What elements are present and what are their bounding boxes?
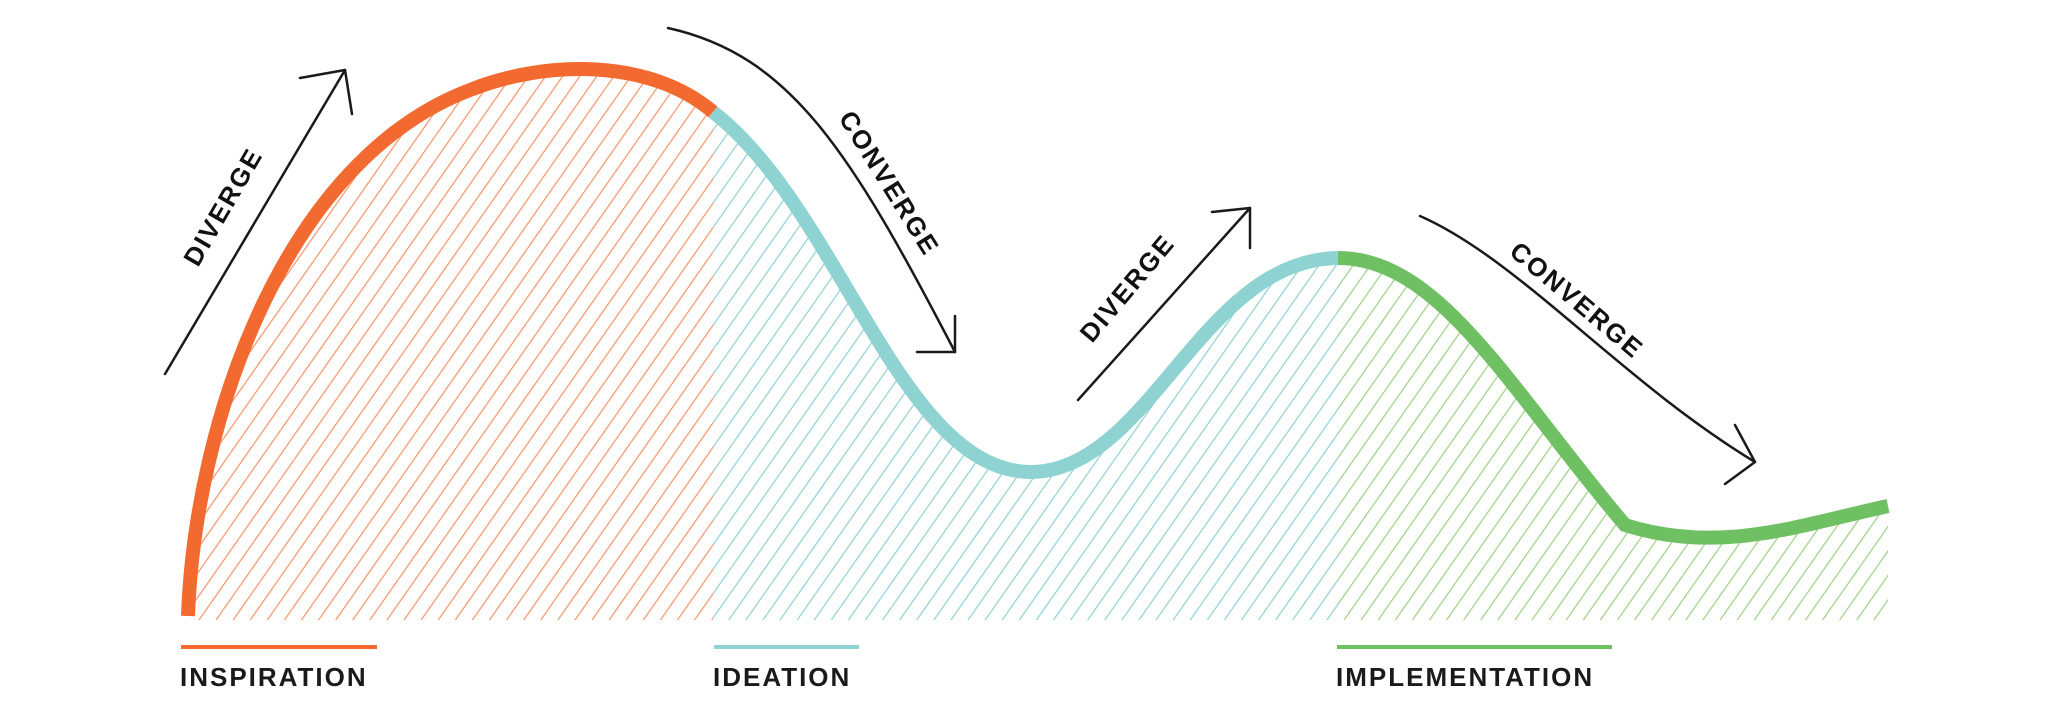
diverge-label-1: DIVERGE [177,143,268,271]
ideation-curve [708,106,1339,480]
converge-arrow-1-head [915,314,957,354]
ideation-fill [713,112,1338,620]
diverge-arrow-2-shaft [1076,206,1252,402]
diverge-arrow-1 [163,68,354,376]
inspiration-fill [188,69,713,620]
converge-arrow-1-shaft [666,26,957,354]
converge-arrow-2-head [1723,423,1757,486]
diverge-arrow-2 [1076,206,1252,402]
inspiration-curve [181,62,718,617]
converge-label-2: CONVERGE [1504,236,1650,365]
diverge-arrow-1-head [298,68,354,116]
curve-strokes [181,62,1890,617]
implementation-label: IMPLEMENTATION [1336,662,1594,692]
implementation-legend-bar [1337,645,1612,649]
diverge-arrow-1-shaft [163,68,347,376]
converge-label-1: CONVERGE [833,105,946,261]
converge-arrow-2-shaft [1418,214,1757,464]
converge-arrow-2 [1418,214,1757,486]
implementation-curve [1337,251,1890,545]
diverge-label-2: DIVERGE [1074,228,1181,348]
inspiration-legend-bar [181,645,377,649]
converge-arrow-1 [666,26,957,354]
ideation-legend-bar [714,645,859,649]
ideation-label: IDEATION [713,662,851,692]
diverge-arrow-2-head [1210,206,1252,250]
inspiration-label: INSPIRATION [180,662,368,692]
